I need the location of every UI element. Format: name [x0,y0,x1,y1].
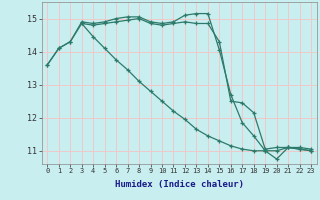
X-axis label: Humidex (Indice chaleur): Humidex (Indice chaleur) [115,180,244,189]
